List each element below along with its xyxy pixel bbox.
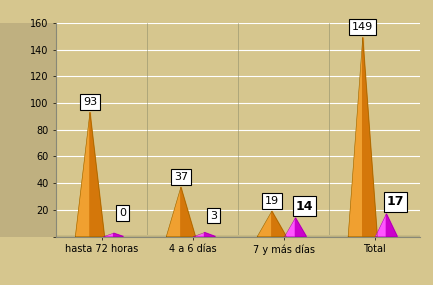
Polygon shape [113, 233, 123, 237]
Polygon shape [194, 233, 204, 237]
Polygon shape [375, 214, 386, 237]
Text: 149: 149 [352, 22, 373, 32]
Bar [56, 235, 420, 245]
Polygon shape [363, 38, 377, 237]
Polygon shape [284, 218, 295, 237]
Text: 14: 14 [296, 200, 313, 213]
Polygon shape [104, 233, 113, 237]
Polygon shape [295, 218, 306, 237]
Text: 0: 0 [119, 208, 126, 218]
Text: 19: 19 [265, 196, 279, 206]
Polygon shape [90, 112, 104, 237]
Text: 3: 3 [210, 211, 217, 221]
Polygon shape [204, 233, 215, 237]
Text: 93: 93 [83, 97, 97, 107]
Polygon shape [272, 211, 286, 237]
Polygon shape [348, 38, 363, 237]
Text: 37: 37 [174, 172, 188, 182]
Polygon shape [75, 112, 90, 237]
Polygon shape [166, 187, 181, 237]
Polygon shape [257, 211, 272, 237]
Polygon shape [386, 214, 397, 237]
Polygon shape [181, 187, 195, 237]
Text: 17: 17 [387, 196, 404, 209]
